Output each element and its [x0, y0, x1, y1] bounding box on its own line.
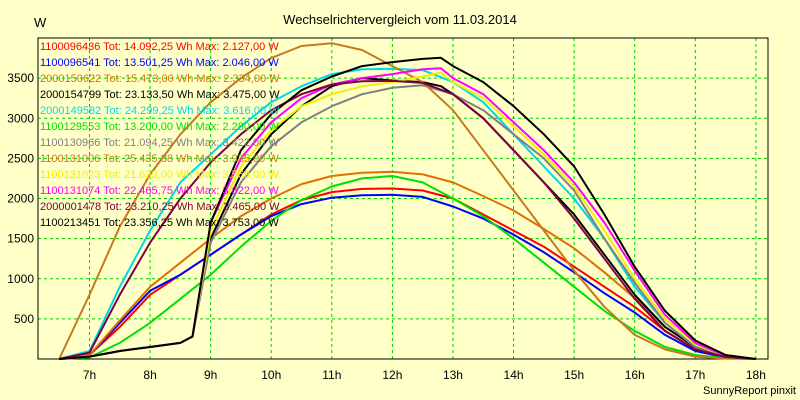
series-line-3: [59, 170, 756, 360]
series-line-1: [59, 187, 756, 360]
series-line-12: [59, 56, 757, 360]
x-tick-label: 14h: [504, 368, 524, 382]
legend-entry-3: 2000150622 Tot: 15.473,00 Wh Max: 2.334,…: [40, 73, 280, 85]
series-line-11: [58, 79, 756, 360]
y-tick-label: 1500: [7, 232, 34, 246]
x-tick-label: 17h: [685, 368, 705, 382]
y-tick-label: 500: [14, 312, 34, 326]
x-tick-label: 15h: [564, 368, 584, 382]
y-tick-label: 2500: [7, 151, 34, 165]
axes: 7h 8h 9h 10h 11h 12h 13h 14h 15h 16h 17h 18h 500 1000…: [7, 37, 769, 382]
y-tick-label: 2000: [7, 192, 34, 206]
series-lines: [58, 42, 757, 360]
legend-entry-9: 1100131023 Tot: 21.633,00 Wh Max: 3.569,…: [40, 169, 279, 181]
legend-entry-6: 1100129553 Tot: 13.200,00 Wh Max: 2.280,…: [40, 121, 279, 133]
legend-entry-1: 1100096436 Tot: 14.092,25 Wh Max: 2.127,…: [40, 41, 279, 53]
legend-entry-11: 2000001478 Tot: 23.210,25 Wh Max: 3.465,…: [40, 201, 280, 213]
footer-credit: SunnyReport pinxit: [703, 385, 796, 397]
x-tick-label: 12h: [382, 368, 402, 382]
legend-entry-12: 1100213451 Tot: 23.356,25 Wh Max: 3.753,…: [40, 217, 279, 229]
x-tick-label: 16h: [625, 368, 645, 382]
series-line-8: [58, 42, 756, 360]
legend-entry-4: 2000154799 Tot: 23.133,50 Wh Max: 3.475,…: [40, 89, 280, 101]
series-line-5: [58, 67, 756, 360]
legend-entry-10: 1100131074 Tot: 22.465,75 Wh Max: 3.622,…: [40, 185, 279, 197]
x-tick-label: 9h: [204, 368, 217, 382]
legend-entry-8: 1100131006 Tot: 25.435,88 Wh Max: 3.935,…: [40, 153, 279, 165]
plot-frame: [37, 37, 769, 360]
chart-title: Wechselrichtervergleich vom 11.03.2014: [283, 12, 517, 27]
x-tick-label: 8h: [143, 368, 156, 382]
x-tick-label: 18h: [746, 368, 766, 382]
x-tick-label: 11h: [322, 368, 341, 382]
x-tick-label: 10h: [261, 368, 281, 382]
legend: 1100096436 Tot: 14.092,25 Wh Max: 2.127,…: [40, 41, 280, 229]
y-tick-label: 3500: [7, 71, 34, 85]
y-axis-unit: W: [34, 15, 47, 30]
series-line-2: [59, 193, 756, 360]
legend-entry-5: 2000149582 Tot: 24.299,25 Wh Max: 3.616,…: [40, 105, 280, 117]
x-tick-label: 7h: [83, 368, 96, 382]
y-tick-label: 1000: [7, 272, 34, 286]
legend-entry-7: 1100130966 Tot: 21.094,25 Wh Max: 3.422,…: [40, 137, 279, 149]
x-tick-label: 13h: [443, 368, 463, 382]
series-line-6: [59, 175, 756, 360]
legend-entry-2: 1100096541 Tot: 13.501,25 Wh Max: 2.046,…: [40, 57, 279, 69]
y-tick-label: 3000: [7, 111, 34, 125]
